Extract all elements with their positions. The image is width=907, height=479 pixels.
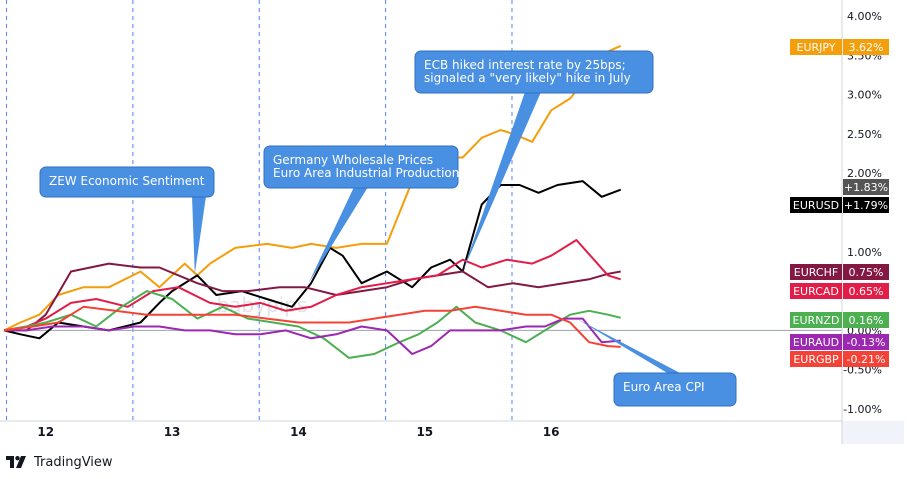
y-tick-label: 2.00% — [847, 167, 882, 180]
tag-symbol-box — [790, 312, 842, 328]
x-tick-label: 16 — [543, 425, 560, 439]
tag-symbol: EURNZD — [793, 314, 840, 327]
price-tag-euraud: EURAUD -0.13% — [790, 334, 889, 350]
tag-value: 0.75% — [849, 266, 884, 279]
callout-box — [613, 372, 737, 407]
tag-symbol-box — [790, 283, 842, 299]
callout-pointer — [462, 92, 541, 272]
tag-value: -0.13% — [847, 336, 886, 349]
price-tag-eurchf: EURCHF 0.75% — [790, 264, 889, 280]
bottom-right-corner — [842, 421, 904, 444]
callout: ECB hiked interest rate by 25bps;signale… — [414, 50, 654, 272]
x-tick-label: 13 — [164, 425, 181, 439]
callout-text: Euro Area CPI — [623, 380, 705, 394]
tag-value: 0.65% — [849, 285, 884, 298]
callout-text: ECB hiked interest rate by 25bps; — [424, 58, 626, 72]
tag-symbol: EURCHF — [794, 266, 838, 279]
tag-symbol-box — [790, 197, 842, 213]
tag-value-box — [843, 283, 889, 299]
y-tick-label: 3.00% — [847, 89, 882, 102]
callout: Euro Area CPI — [576, 318, 737, 407]
footer-brand: TradingView — [34, 454, 113, 470]
annotation-callouts: ZEW Economic Sentiment Germany Wholesale … — [39, 50, 737, 407]
series-line-eurnzd — [3, 290, 621, 359]
tag-value: 3.62% — [849, 41, 884, 54]
x-tick-label: 12 — [37, 425, 54, 439]
tag-symbol: EURAUD — [793, 336, 839, 349]
tag-value-box — [843, 351, 889, 367]
tag-value-box — [843, 179, 889, 195]
footer: TradingView — [6, 453, 113, 471]
x-axis-ticks: 121314151619 — [37, 425, 560, 439]
series-line-eurcad — [3, 239, 621, 332]
callout-pointer — [192, 196, 206, 274]
y-tick-label: 2.50% — [847, 128, 882, 141]
series-line-eurchf — [4, 262, 621, 332]
tag-symbol: EURJPY — [797, 41, 836, 54]
price-tag-eurcad: EURCAD 0.65% — [790, 283, 889, 299]
callout-box — [414, 50, 654, 94]
tag-value: -0.21% — [847, 353, 886, 366]
callout-pointer — [576, 318, 682, 374]
price-tag-eurgbp: EURGBP -0.21% — [790, 351, 889, 367]
tag-value-box — [843, 197, 889, 213]
tag-value: 0.16% — [849, 314, 884, 327]
price-tag-eurnzd: EURNZD 0.16% — [790, 312, 889, 328]
callout: ZEW Economic Sentiment — [39, 166, 215, 274]
series-line-eurjpy — [3, 44, 622, 332]
tag-symbol-box — [790, 264, 842, 280]
series-lines — [3, 44, 622, 359]
tag-value-box — [843, 39, 889, 55]
tag-symbol: EURCAD — [793, 285, 839, 298]
y-tick-label: 1.00% — [847, 246, 882, 259]
price-tag-eurusd: EURUSD +1.79% — [790, 197, 889, 213]
x-axis-band — [0, 420, 842, 444]
series-line-eurgbp — [3, 305, 621, 348]
tag-symbol: EURGBP — [793, 353, 839, 366]
y-tick-label: 4.00% — [847, 10, 882, 23]
y-tick-label: -1.00% — [843, 403, 882, 416]
callout-text: ZEW Economic Sentiment — [49, 174, 205, 188]
price-tag-eurjpy: EURJPY 3.62% — [790, 39, 889, 55]
callout-text: Euro Area Industrial Production — [273, 166, 459, 180]
x-tick-label: 15 — [416, 425, 433, 439]
price-tag-extra: +1.83% — [843, 179, 889, 195]
tag-symbol-box — [790, 39, 842, 55]
tag-symbol-box — [790, 334, 842, 350]
callout-text: signaled a "very likely" hike in July — [424, 71, 631, 85]
tag-value: +1.79% — [844, 199, 888, 212]
callout-box — [39, 166, 215, 198]
callout-text: Germany Wholesale Prices — [273, 153, 433, 167]
tag-symbol: EURUSD — [793, 199, 839, 212]
tag-symbol-box — [790, 351, 842, 367]
callout-box — [263, 145, 459, 189]
tag-value-box — [843, 312, 889, 328]
tradingview-logo-icon — [6, 456, 26, 468]
x-tick-label: 14 — [290, 425, 307, 439]
series-line-euraud — [4, 317, 621, 355]
price-tags: EURJPY 3.62% EURUSD +1.79% EURCHF 0.75% EURCAD… — [790, 39, 889, 367]
session-separators — [6, 0, 513, 421]
tag-value-box — [843, 264, 889, 280]
callout-pointer — [308, 187, 368, 284]
tag-value: +1.83% — [844, 181, 888, 194]
tag-value-box — [843, 334, 889, 350]
